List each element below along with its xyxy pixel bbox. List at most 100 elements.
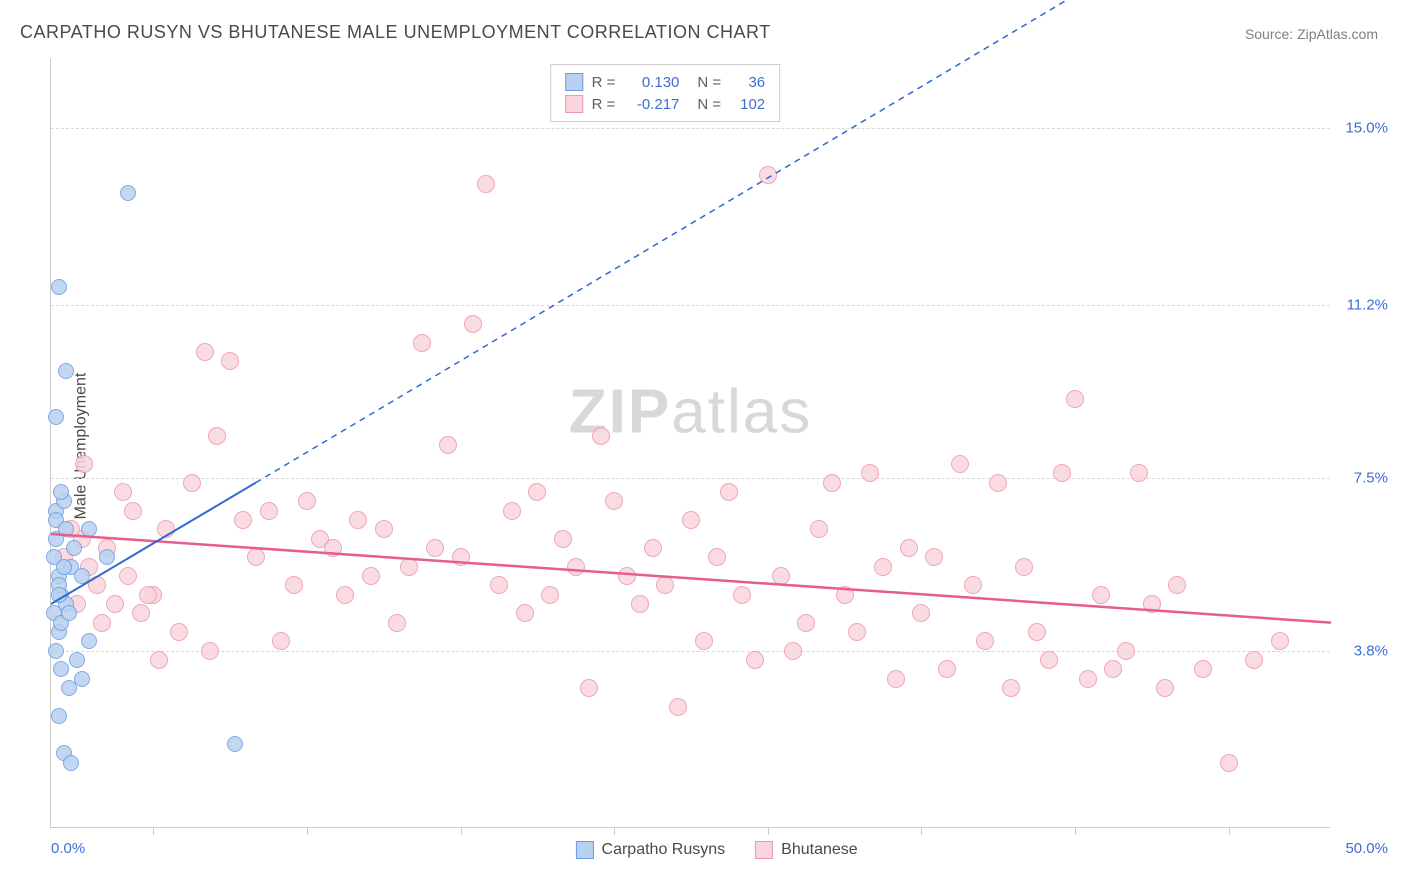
scatter-point-a bbox=[53, 484, 69, 500]
scatter-point-b bbox=[285, 576, 303, 594]
legend-swatch bbox=[566, 95, 584, 113]
scatter-point-b bbox=[605, 492, 623, 510]
scatter-point-b bbox=[464, 315, 482, 333]
scatter-point-b bbox=[132, 604, 150, 622]
scatter-point-b bbox=[861, 464, 879, 482]
scatter-point-b bbox=[208, 427, 226, 445]
x-tick bbox=[461, 827, 462, 835]
scatter-point-b bbox=[336, 586, 354, 604]
scatter-point-a bbox=[227, 736, 243, 752]
scatter-point-b bbox=[695, 632, 713, 650]
scatter-point-b bbox=[656, 576, 674, 594]
scatter-point-b bbox=[1117, 642, 1135, 660]
scatter-point-b bbox=[88, 576, 106, 594]
scatter-point-b bbox=[150, 651, 168, 669]
scatter-point-b bbox=[964, 576, 982, 594]
scatter-point-b bbox=[114, 483, 132, 501]
scatter-point-b bbox=[119, 567, 137, 585]
scatter-point-b bbox=[503, 502, 521, 520]
scatter-point-b bbox=[925, 548, 943, 566]
legend-swatch bbox=[566, 73, 584, 91]
scatter-point-b bbox=[1002, 679, 1020, 697]
scatter-point-b bbox=[951, 455, 969, 473]
scatter-point-b bbox=[1156, 679, 1174, 697]
scatter-point-b bbox=[797, 614, 815, 632]
scatter-point-a bbox=[48, 643, 64, 659]
scatter-point-b bbox=[682, 511, 700, 529]
scatter-point-a bbox=[58, 363, 74, 379]
scatter-point-b bbox=[139, 586, 157, 604]
x-tick bbox=[768, 827, 769, 835]
scatter-point-b bbox=[196, 343, 214, 361]
stats-row: R =0.130N =36 bbox=[566, 71, 766, 93]
scatter-point-b bbox=[1066, 390, 1084, 408]
scatter-point-b bbox=[810, 520, 828, 538]
scatter-point-b bbox=[1143, 595, 1161, 613]
scatter-point-b bbox=[75, 455, 93, 473]
legend: Carpatho Rusyns Bhutanese bbox=[576, 841, 858, 859]
scatter-point-b bbox=[618, 567, 636, 585]
legend-swatch bbox=[755, 841, 773, 859]
scatter-point-b bbox=[938, 660, 956, 678]
scatter-point-b bbox=[362, 567, 380, 585]
legend-swatch bbox=[576, 841, 594, 859]
scatter-point-b bbox=[720, 483, 738, 501]
gridline bbox=[51, 651, 1330, 652]
x-tick bbox=[1229, 827, 1230, 835]
n-value: 36 bbox=[729, 74, 765, 91]
legend-label: Bhutanese bbox=[781, 841, 858, 859]
scatter-point-b bbox=[93, 614, 111, 632]
scatter-point-b bbox=[221, 352, 239, 370]
scatter-point-a bbox=[51, 279, 67, 295]
scatter-point-b bbox=[644, 539, 662, 557]
scatter-point-b bbox=[324, 539, 342, 557]
scatter-point-b bbox=[874, 558, 892, 576]
n-label: N = bbox=[697, 74, 721, 91]
scatter-point-b bbox=[900, 539, 918, 557]
scatter-point-a bbox=[51, 708, 67, 724]
r-label: R = bbox=[592, 96, 616, 113]
gridline bbox=[51, 128, 1330, 129]
scatter-point-a bbox=[74, 568, 90, 584]
scatter-point-b bbox=[848, 623, 866, 641]
scatter-point-a bbox=[81, 633, 97, 649]
scatter-point-b bbox=[439, 436, 457, 454]
scatter-point-a bbox=[69, 652, 85, 668]
scatter-point-b bbox=[1015, 558, 1033, 576]
x-tick bbox=[307, 827, 308, 835]
n-value: 102 bbox=[729, 96, 765, 113]
scatter-point-b bbox=[772, 567, 790, 585]
scatter-point-b bbox=[183, 474, 201, 492]
stats-box: R =0.130N =36R =-0.217N =102 bbox=[551, 64, 781, 122]
scatter-point-b bbox=[1245, 651, 1263, 669]
scatter-point-a bbox=[120, 185, 136, 201]
scatter-point-b bbox=[388, 614, 406, 632]
scatter-point-a bbox=[58, 521, 74, 537]
scatter-point-b bbox=[567, 558, 585, 576]
scatter-point-b bbox=[1194, 660, 1212, 678]
scatter-point-b bbox=[124, 502, 142, 520]
scatter-point-b bbox=[746, 651, 764, 669]
scatter-point-b bbox=[106, 595, 124, 613]
scatter-point-b bbox=[247, 548, 265, 566]
scatter-point-a bbox=[66, 540, 82, 556]
scatter-point-b bbox=[669, 698, 687, 716]
scatter-point-a bbox=[74, 671, 90, 687]
legend-item: Carpatho Rusyns bbox=[576, 841, 726, 859]
scatter-point-b bbox=[733, 586, 751, 604]
scatter-point-b bbox=[528, 483, 546, 501]
x-max-label: 50.0% bbox=[1345, 840, 1388, 857]
r-label: R = bbox=[592, 74, 616, 91]
scatter-point-b bbox=[349, 511, 367, 529]
scatter-point-b bbox=[400, 558, 418, 576]
scatter-point-b bbox=[592, 427, 610, 445]
scatter-point-b bbox=[375, 520, 393, 538]
scatter-point-b bbox=[1271, 632, 1289, 650]
scatter-point-a bbox=[99, 549, 115, 565]
scatter-point-a bbox=[81, 521, 97, 537]
scatter-point-b bbox=[1220, 754, 1238, 772]
scatter-point-b bbox=[516, 604, 534, 622]
legend-label: Carpatho Rusyns bbox=[602, 841, 726, 859]
scatter-point-b bbox=[836, 586, 854, 604]
scatter-point-b bbox=[823, 474, 841, 492]
